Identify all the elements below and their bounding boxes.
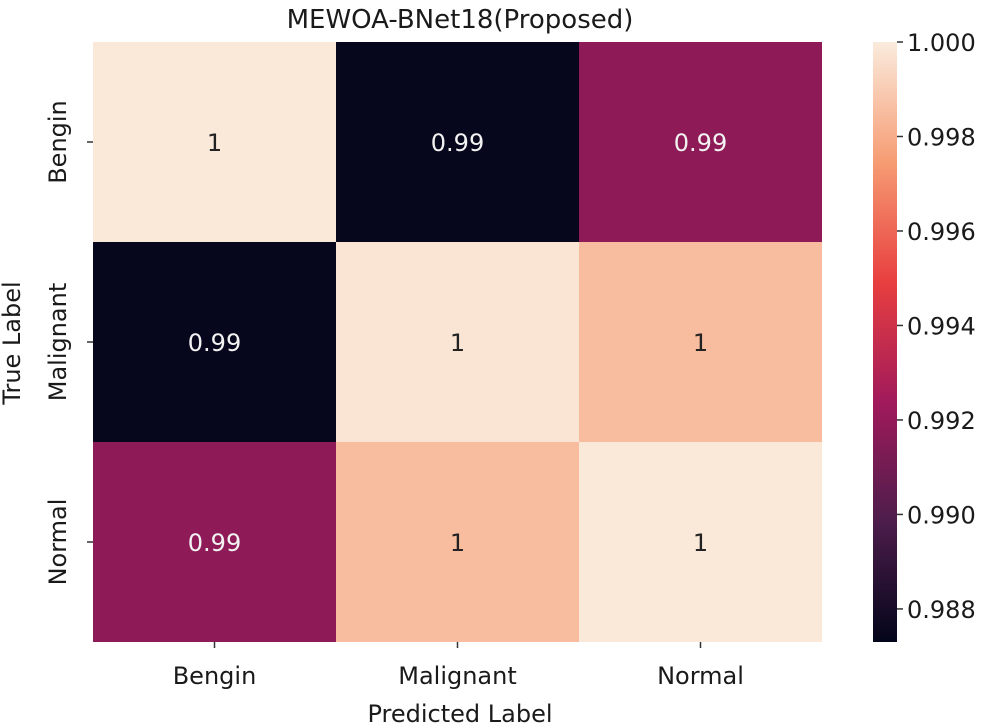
colorbar-tick-label-6: 0.988 <box>907 596 976 624</box>
heatmap-cell-1-2 <box>579 242 822 442</box>
heatmap-cell-2-2 <box>579 442 822 642</box>
chart-title: MEWOA-BNet18(Proposed) <box>287 5 634 35</box>
x-tick-label-1: Malignant <box>398 662 517 690</box>
cell-value-label-2-0: 0.99 <box>188 529 241 557</box>
cell-value-label-1-0: 0.99 <box>188 329 241 357</box>
y-axis: Bengin Malignant Normal <box>44 100 93 585</box>
x-tick-label-2: Normal <box>657 662 744 690</box>
colorbar-tick-label-3: 0.994 <box>907 312 976 340</box>
colorbar-tick-label-2: 0.996 <box>907 218 976 246</box>
x-axis: Bengin Malignant Normal <box>173 642 744 690</box>
heatmap-cell-1-0 <box>93 242 336 442</box>
cell-value-label-0-2: 0.99 <box>674 129 727 157</box>
cell-value-label-0-1: 0.99 <box>431 129 484 157</box>
cell-value-label-1-2: 1 <box>693 329 708 357</box>
heatmap-cell-2-1 <box>336 442 579 642</box>
x-tick-label-0: Bengin <box>173 662 257 690</box>
colorbar-tick-label-1: 0.998 <box>907 123 976 151</box>
heatmap-cells: 1 0.99 0.99 0.99 1 1 0.99 1 1 <box>93 42 822 642</box>
cell-value-label-0-0: 1 <box>207 129 222 157</box>
colorbar-tick-label-0: 1.000 <box>907 29 976 57</box>
cell-value-label-1-1: 1 <box>450 329 465 357</box>
cell-value-label-2-1: 1 <box>450 529 465 557</box>
heatmap-cell-0-2 <box>579 42 822 242</box>
colorbar-bar <box>873 42 897 642</box>
y-tick-label-1: Malignant <box>44 283 72 402</box>
cell-value-label-2-2: 1 <box>693 529 708 557</box>
heatmap-cell-2-0 <box>93 442 336 642</box>
x-axis-label: Predicted Label <box>367 700 552 728</box>
colorbar-tick-label-5: 0.990 <box>907 501 976 529</box>
heatmap-cell-0-1 <box>336 42 579 242</box>
y-tick-label-0: Bengin <box>44 100 72 184</box>
heatmap-cell-0-0 <box>93 42 336 242</box>
y-tick-label-2: Normal <box>44 499 72 586</box>
colorbar: 1.000 0.998 0.996 0.994 0.992 0.990 0.988 <box>873 29 976 642</box>
y-axis-label: True Label <box>0 281 26 405</box>
heatmap-cell-1-1 <box>336 242 579 442</box>
colorbar-tick-label-4: 0.992 <box>907 407 976 435</box>
